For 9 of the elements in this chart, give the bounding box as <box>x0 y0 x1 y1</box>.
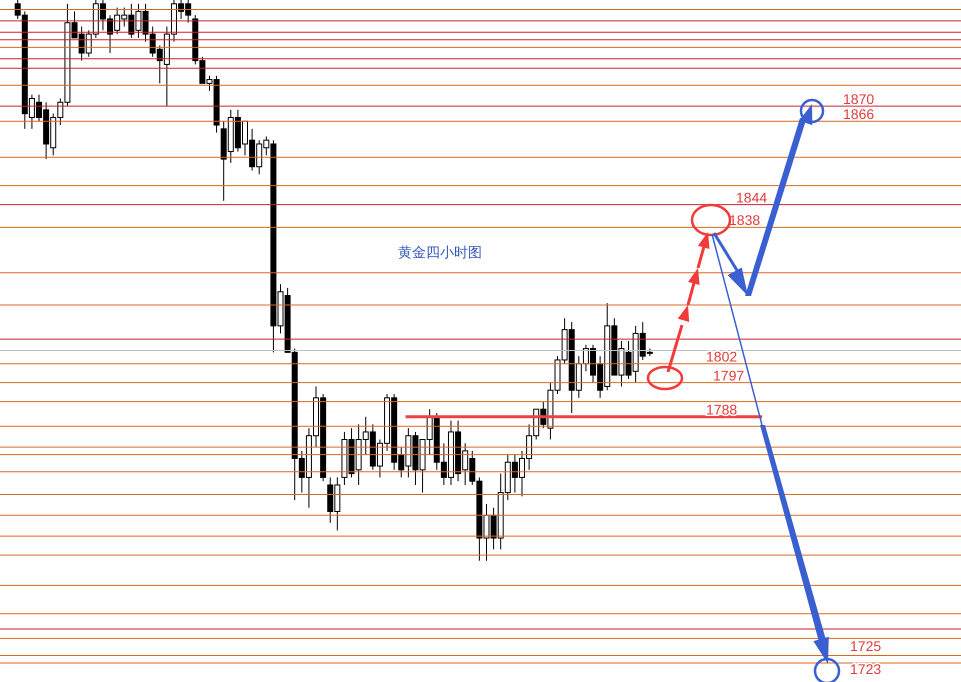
ref-line-label: 1797 <box>713 367 744 384</box>
ref-line-label: 1866 <box>843 106 874 122</box>
ref-line-label: 1723 <box>850 660 882 677</box>
ref-line-label: 1788 <box>706 401 738 418</box>
ref-line-label: 1725 <box>850 638 882 654</box>
ref-line-label: 1802 <box>706 348 738 364</box>
text: 黄金四小时图 <box>398 244 482 262</box>
ref-line-label: 1870 <box>843 90 874 107</box>
ref-line-label: 1844 <box>736 189 768 206</box>
